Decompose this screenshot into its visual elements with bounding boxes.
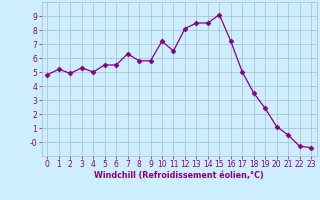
X-axis label: Windchill (Refroidissement éolien,°C): Windchill (Refroidissement éolien,°C): [94, 171, 264, 180]
